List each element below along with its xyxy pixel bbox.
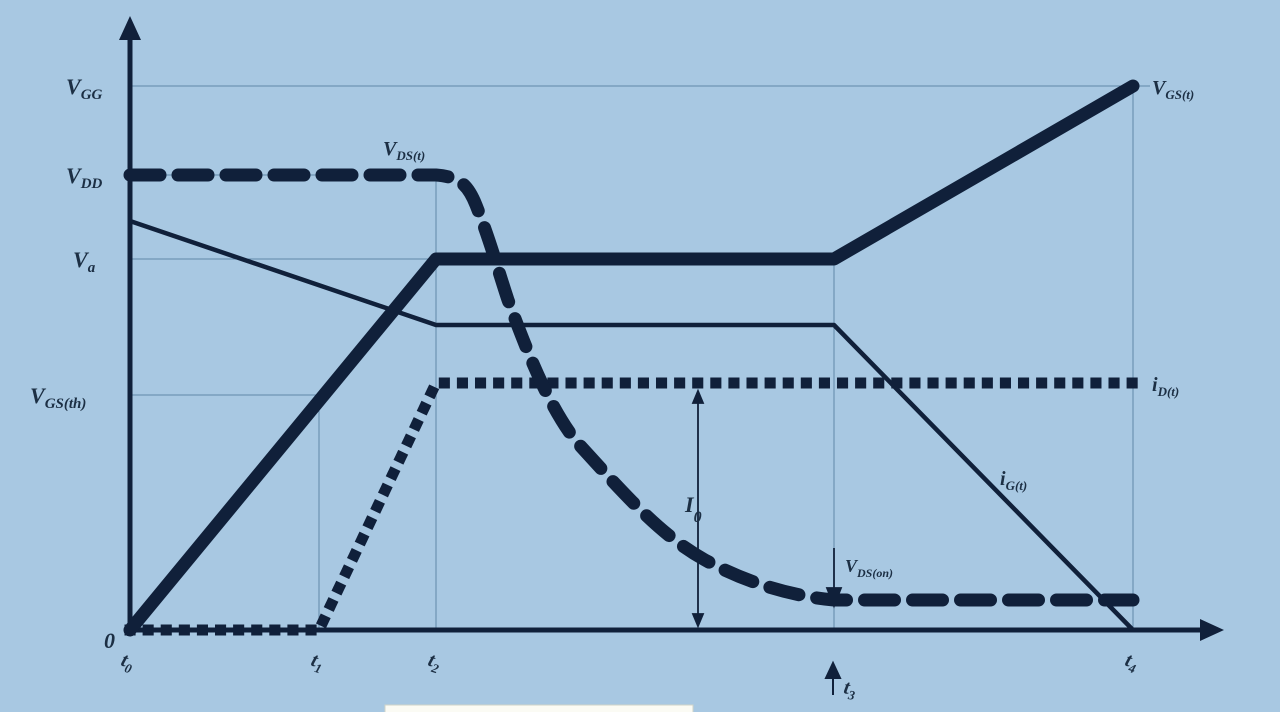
svg-text:0: 0 — [104, 628, 115, 653]
